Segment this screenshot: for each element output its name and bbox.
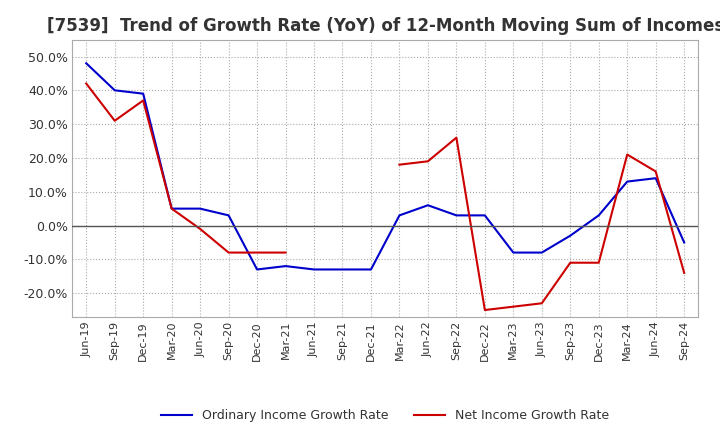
Line: Net Income Growth Rate: Net Income Growth Rate — [86, 84, 286, 253]
Ordinary Income Growth Rate — [680, 240, 688, 245]
Net Income Growth Rate — [110, 118, 119, 123]
Ordinary Income Growth Rate — [652, 176, 660, 181]
Ordinary Income Growth Rate — [366, 267, 375, 272]
Ordinary Income Growth Rate — [196, 206, 204, 211]
Net Income Growth Rate — [196, 226, 204, 231]
Net Income Growth Rate — [82, 81, 91, 86]
Net Income Growth Rate — [253, 250, 261, 255]
Ordinary Income Growth Rate — [537, 250, 546, 255]
Ordinary Income Growth Rate — [139, 91, 148, 96]
Ordinary Income Growth Rate — [82, 61, 91, 66]
Net Income Growth Rate — [167, 206, 176, 211]
Legend: Ordinary Income Growth Rate, Net Income Growth Rate: Ordinary Income Growth Rate, Net Income … — [156, 404, 614, 427]
Ordinary Income Growth Rate — [623, 179, 631, 184]
Ordinary Income Growth Rate — [167, 206, 176, 211]
Ordinary Income Growth Rate — [282, 264, 290, 269]
Ordinary Income Growth Rate — [225, 213, 233, 218]
Ordinary Income Growth Rate — [310, 267, 318, 272]
Line: Ordinary Income Growth Rate: Ordinary Income Growth Rate — [86, 63, 684, 269]
Title: [7539]  Trend of Growth Rate (YoY) of 12-Month Moving Sum of Incomes: [7539] Trend of Growth Rate (YoY) of 12-… — [47, 17, 720, 35]
Ordinary Income Growth Rate — [110, 88, 119, 93]
Ordinary Income Growth Rate — [253, 267, 261, 272]
Net Income Growth Rate — [282, 250, 290, 255]
Ordinary Income Growth Rate — [480, 213, 489, 218]
Net Income Growth Rate — [225, 250, 233, 255]
Ordinary Income Growth Rate — [395, 213, 404, 218]
Net Income Growth Rate — [139, 98, 148, 103]
Ordinary Income Growth Rate — [509, 250, 518, 255]
Ordinary Income Growth Rate — [566, 233, 575, 238]
Ordinary Income Growth Rate — [423, 202, 432, 208]
Ordinary Income Growth Rate — [452, 213, 461, 218]
Ordinary Income Growth Rate — [338, 267, 347, 272]
Ordinary Income Growth Rate — [595, 213, 603, 218]
